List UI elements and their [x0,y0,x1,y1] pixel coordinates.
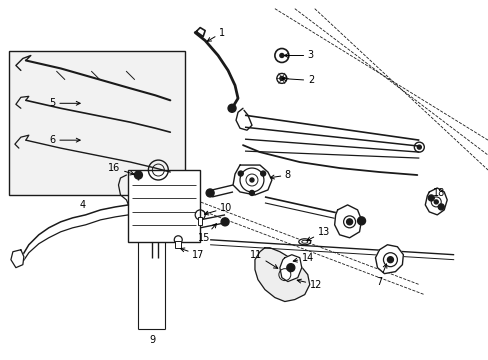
Polygon shape [425,188,447,215]
Circle shape [416,145,421,149]
Polygon shape [11,250,24,268]
Polygon shape [375,245,403,274]
Text: 8: 8 [270,170,290,180]
Circle shape [437,204,443,210]
Circle shape [206,189,214,197]
Ellipse shape [298,239,310,245]
Bar [175,241,181,248]
Circle shape [249,178,253,182]
Circle shape [134,171,142,179]
Text: 16: 16 [108,163,134,175]
Text: 12: 12 [297,279,322,289]
Circle shape [238,171,243,176]
Text: 6: 6 [49,135,80,145]
Text: 5: 5 [49,98,80,108]
Polygon shape [279,255,301,282]
Circle shape [227,104,236,112]
Bar [9,50,185,195]
Text: 13: 13 [306,227,329,240]
Text: 14: 14 [293,253,313,263]
Polygon shape [254,248,309,302]
Circle shape [427,195,433,201]
Circle shape [221,218,228,226]
Bar [128,170,200,242]
Text: 9: 9 [149,336,155,345]
Bar [198,217,202,225]
Text: 1: 1 [207,28,224,41]
Circle shape [346,219,352,225]
Circle shape [433,200,437,204]
Circle shape [249,190,254,195]
Text: 3: 3 [284,50,313,60]
Text: 10: 10 [204,203,232,215]
Text: 17: 17 [180,248,204,260]
Circle shape [279,76,283,80]
Circle shape [286,264,294,272]
Circle shape [279,54,283,58]
Text: 11: 11 [249,250,277,268]
Text: 2: 2 [282,75,313,85]
Polygon shape [334,205,361,238]
Polygon shape [233,165,271,195]
Text: 15: 15 [197,224,216,243]
Text: 4: 4 [80,200,85,210]
Text: 7: 7 [376,264,386,287]
Circle shape [386,257,393,263]
Text: 18: 18 [432,188,445,198]
Ellipse shape [301,240,307,243]
Circle shape [260,171,265,176]
Polygon shape [196,28,205,37]
Circle shape [357,217,365,225]
